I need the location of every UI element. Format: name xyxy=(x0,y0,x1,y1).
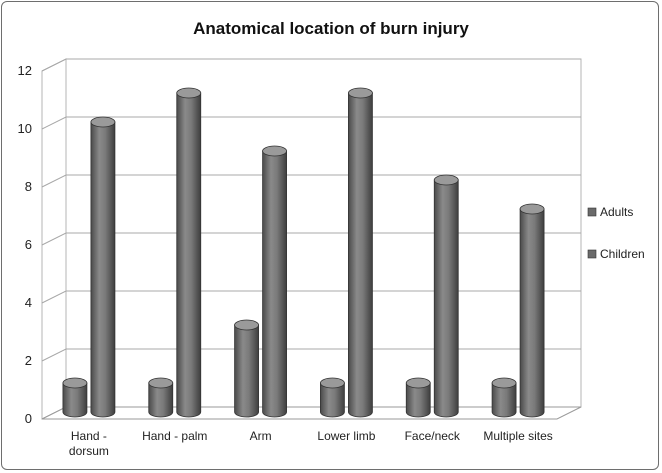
x-tick-label-line: Face/neck xyxy=(405,429,461,443)
y-tick-label: 2 xyxy=(25,353,32,368)
bar-top xyxy=(234,319,259,331)
x-tick-label: Lower limb xyxy=(317,429,375,443)
bar-top xyxy=(348,87,373,99)
gridline xyxy=(41,174,581,188)
gridlines xyxy=(41,58,581,362)
bar-top xyxy=(148,377,174,389)
y-tick-label: 0 xyxy=(25,411,32,426)
bar-top xyxy=(320,377,345,389)
bar-top xyxy=(491,377,517,389)
legend: Adults Children xyxy=(587,205,645,261)
bar xyxy=(90,116,116,418)
bar-top xyxy=(519,203,545,215)
legend-label: Children xyxy=(600,247,645,261)
y-tick-label: 12 xyxy=(18,63,32,78)
plot-walls xyxy=(41,58,582,420)
x-tick-label: Multiple sites xyxy=(483,429,552,443)
x-tick-label: Face/neck xyxy=(405,429,461,443)
y-tick-label: 4 xyxy=(25,295,32,310)
chart-title: Anatomical location of burn injury xyxy=(193,19,469,38)
x-tick-label-line: Hand - palm xyxy=(142,429,207,443)
gridline xyxy=(41,232,581,246)
x-tick-label: Hand -dorsum xyxy=(69,429,109,458)
bar-top xyxy=(62,377,88,389)
x-tick-label: Arm xyxy=(250,429,272,443)
bar-body xyxy=(148,382,174,418)
bar xyxy=(176,87,202,418)
bar xyxy=(234,319,259,418)
legend-swatch xyxy=(587,207,597,217)
bar xyxy=(320,377,345,418)
bar-body xyxy=(262,150,287,418)
bar-body xyxy=(176,92,202,418)
x-tick-label-line: Arm xyxy=(250,429,272,443)
gridline xyxy=(41,290,581,304)
gridline xyxy=(41,58,581,72)
bar-body xyxy=(62,382,88,418)
bar-body xyxy=(348,92,373,418)
bar-body xyxy=(234,324,259,418)
bar-top xyxy=(262,145,287,157)
x-tick-label-line: dorsum xyxy=(69,444,109,458)
bar-body xyxy=(320,382,345,418)
gridline xyxy=(41,348,581,362)
legend-swatch xyxy=(587,249,597,259)
x-axis-labels: Hand -dorsum Hand - palm Arm Lower limb Face… xyxy=(69,429,553,458)
y-tick-label: 6 xyxy=(25,237,32,252)
x-tick-label: Hand - palm xyxy=(142,429,207,443)
bar-body xyxy=(433,179,459,418)
bar xyxy=(148,377,174,418)
bar-top xyxy=(90,116,116,128)
y-tick-label: 8 xyxy=(25,179,32,194)
x-tick-label-line: Hand - xyxy=(71,429,107,443)
bar xyxy=(405,377,431,418)
bar-top xyxy=(176,87,202,99)
bar xyxy=(348,87,373,418)
legend-label: Adults xyxy=(600,205,633,219)
y-tick-label: 10 xyxy=(18,121,32,136)
bar xyxy=(519,203,545,418)
bar-top xyxy=(433,174,459,186)
bar xyxy=(62,377,88,418)
bar-body xyxy=(491,382,517,418)
bar-top xyxy=(405,377,431,389)
x-tick-label-line: Multiple sites xyxy=(483,429,552,443)
x-tick-label-line: Lower limb xyxy=(317,429,375,443)
bars xyxy=(62,87,545,418)
bar-body xyxy=(90,121,116,418)
bar xyxy=(262,145,287,418)
bar xyxy=(433,174,459,418)
bar xyxy=(491,377,517,418)
bar-body xyxy=(519,208,545,418)
gridline xyxy=(41,116,581,130)
bar-body xyxy=(405,382,431,418)
y-axis-ticks: 0 2 4 6 8 10 12 xyxy=(18,63,32,426)
